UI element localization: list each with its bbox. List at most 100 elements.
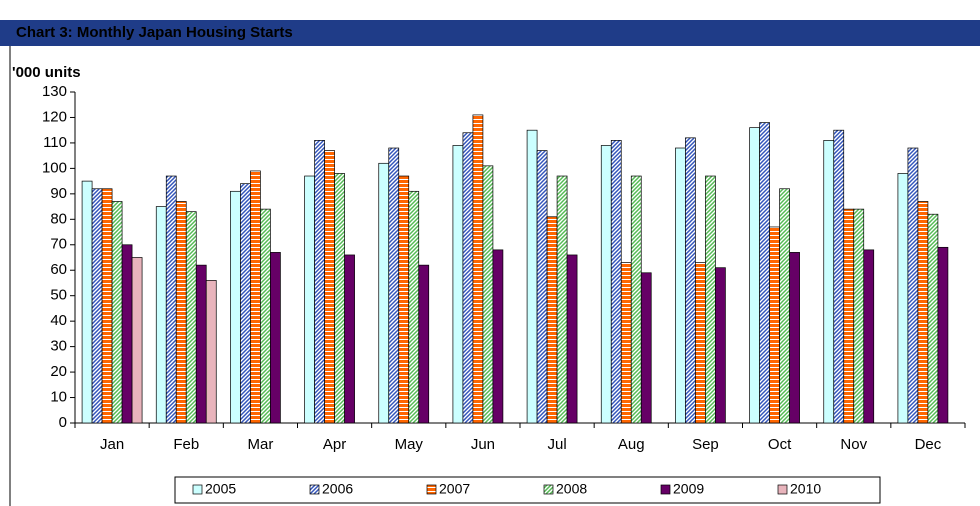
bar [205, 280, 217, 424]
bar [630, 175, 642, 424]
bar [250, 170, 261, 424]
bar [185, 211, 197, 424]
bar [620, 262, 632, 424]
bar [314, 140, 325, 424]
bar [749, 127, 760, 424]
x-tick-label: Jul [547, 436, 566, 453]
bar [526, 129, 538, 424]
legend-label: 2006 [322, 481, 353, 497]
bar [789, 252, 800, 424]
bar [155, 206, 167, 424]
bar [610, 140, 622, 424]
legend-label: 2010 [790, 481, 821, 497]
bar [388, 147, 400, 424]
header-bar [0, 20, 980, 46]
bar [91, 188, 103, 424]
bar [492, 249, 504, 424]
x-tick-label: Nov [840, 436, 867, 453]
legend-label: 2008 [556, 481, 587, 497]
bar [418, 264, 430, 424]
bar [675, 147, 686, 424]
bar [462, 132, 474, 424]
x-tick-label: Aug [618, 436, 645, 453]
x-tick-label: Feb [173, 436, 199, 453]
bar [121, 244, 133, 424]
legend-swatch [426, 484, 437, 495]
y-tick-label: 60 [50, 261, 67, 278]
x-tick-label: Jun [471, 436, 495, 453]
y-tick-label: 30 [50, 338, 67, 355]
bar [715, 267, 726, 424]
y-tick-label: 90 [50, 185, 67, 202]
bar [101, 188, 113, 424]
bar [907, 147, 919, 424]
bar [111, 201, 123, 424]
bar [927, 213, 939, 424]
legend-swatch [777, 484, 788, 495]
x-tick-label: Mar [247, 436, 273, 453]
bar [195, 264, 207, 424]
y-tick-label: 80 [50, 210, 67, 227]
bar [705, 175, 716, 424]
y-tick-label: 130 [42, 83, 67, 100]
x-tick-label: Apr [323, 436, 346, 453]
bar [240, 183, 251, 424]
legend-swatch [543, 484, 554, 495]
bar [131, 257, 143, 424]
bar [556, 175, 568, 424]
bar [566, 254, 578, 424]
bar [843, 208, 855, 424]
bar [937, 246, 949, 424]
bar [897, 173, 909, 424]
bar [640, 272, 652, 424]
bar [779, 188, 790, 424]
legend-label: 2007 [439, 481, 470, 497]
chart-title: Chart 3: Monthly Japan Housing Starts [16, 24, 293, 41]
bar [175, 201, 187, 424]
bar [917, 201, 929, 424]
y-tick-label: 120 [42, 108, 67, 125]
bar [600, 145, 612, 424]
bar [546, 216, 558, 424]
legend-swatch [192, 484, 203, 495]
bar [472, 114, 484, 424]
bar [260, 208, 271, 424]
bar [759, 122, 770, 424]
y-tick-label: 40 [50, 312, 67, 329]
y-tick-label: 50 [50, 287, 67, 304]
bar [452, 145, 464, 424]
bar [685, 137, 696, 424]
bar [695, 262, 706, 424]
x-tick-label: Oct [768, 436, 792, 453]
y-axis-label: '000 units [12, 64, 81, 81]
bar [398, 175, 410, 424]
y-tick-label: 100 [42, 159, 67, 176]
bar [833, 129, 845, 424]
bar [344, 254, 355, 424]
y-tick-label: 0 [59, 414, 67, 431]
bar [334, 173, 345, 424]
y-tick-label: 20 [50, 363, 67, 380]
bar [270, 252, 281, 424]
bar [863, 249, 875, 424]
x-tick-label: May [395, 436, 424, 453]
bar [230, 190, 241, 424]
bar [304, 175, 315, 424]
legend-label: 2005 [205, 481, 236, 497]
legend-label: 2009 [673, 481, 704, 497]
bar [81, 180, 93, 424]
bar [324, 150, 335, 424]
bar [165, 175, 177, 424]
y-tick-label: 70 [50, 236, 67, 253]
bar [769, 226, 780, 424]
y-tick-label: 10 [50, 389, 67, 406]
legend [174, 476, 881, 504]
bar [378, 162, 390, 424]
y-tick-label: 110 [43, 134, 67, 151]
bar [536, 150, 548, 424]
x-tick-label: Jan [100, 436, 124, 453]
x-tick-label: Sep [692, 436, 719, 453]
legend-swatch [660, 484, 671, 495]
